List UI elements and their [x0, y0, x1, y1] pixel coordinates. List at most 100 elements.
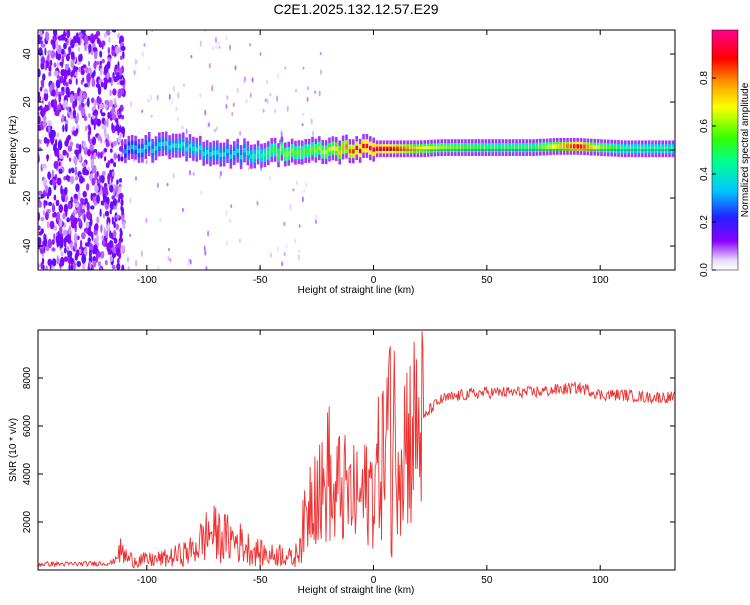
spectrogram-noise-cell — [45, 265, 49, 270]
spectrogram-speckle — [234, 65, 237, 71]
spectrogram-speckle — [175, 106, 178, 112]
spectrogram-noise-cell — [104, 100, 110, 105]
spectrogram-speckle — [276, 245, 279, 253]
spectrogram-speckle — [204, 109, 207, 116]
spectrogram-ridge-core — [147, 141, 151, 147]
spectrogram-noise-cell — [78, 66, 81, 73]
spectrogram-ridge-core — [671, 146, 675, 151]
snr-x-tick-label: 50 — [481, 575, 493, 586]
spectrogram-ridge-core — [216, 150, 219, 155]
spectrogram-speckle — [295, 89, 297, 93]
spectrogram-noise-cell — [41, 163, 47, 169]
spectrogram-noise-cell — [83, 83, 89, 88]
spectrogram-noise-cell — [43, 91, 49, 102]
spectrogram-ridge-core — [236, 148, 239, 153]
spectrogram-noise-cell — [75, 249, 80, 257]
spectrogram-noise-cell — [41, 78, 45, 89]
spectrogram-noise-cell — [111, 195, 115, 200]
spectrogram-speckle — [140, 250, 143, 258]
spectrogram-noise-cell — [91, 78, 96, 88]
spectrogram-ridge-core — [168, 145, 171, 150]
spectrogram-speckle — [189, 169, 191, 176]
spectrogram-ridge-core — [545, 144, 549, 149]
spectrogram-ridge-core — [590, 144, 593, 150]
spectrogram-noise-cell — [49, 84, 52, 94]
spectrogram-noise-cell — [43, 88, 49, 94]
spectrogram-noise-cell — [104, 79, 109, 84]
spectrogram-noise-cell — [89, 243, 94, 251]
spectrogram-noise-cell — [118, 146, 124, 152]
spectrogram-noise-cell — [115, 45, 120, 55]
spectrogram-noise-cell — [46, 192, 50, 200]
spectrogram-noise-cell — [63, 203, 69, 214]
spectrogram-noise-cell — [104, 210, 110, 217]
spectrogram-noise-cell — [95, 83, 101, 88]
spectrogram-ridge-core — [263, 152, 267, 158]
spectrogram-noise-cell — [94, 184, 99, 193]
spectrogram-speckle — [199, 40, 202, 48]
spectrogram-ridge-core — [603, 145, 607, 150]
spectrogram-noise-cell — [101, 124, 106, 130]
spectrogram-noise-cell — [100, 108, 103, 114]
spectrogram-speckle — [156, 182, 159, 189]
spectrogram-speckle — [315, 214, 318, 221]
spectrogram-ridge-core — [644, 146, 647, 151]
spectrogram-noise-cell — [65, 246, 70, 251]
spectrogram-noise-cell — [96, 118, 102, 127]
spectrogram-noise-cell — [52, 212, 56, 218]
spectrogram-ridge-core — [284, 152, 287, 157]
spectrogram-ridge-core — [630, 146, 634, 151]
spectrogram-ridge-core — [124, 149, 127, 154]
spectrogram-ridge-core — [195, 147, 199, 152]
spectrogram-ridge-core — [562, 144, 566, 149]
spectrogram-y-tick-label: 40 — [22, 48, 33, 60]
spectrogram-noise-cell — [85, 221, 90, 229]
spectrogram-ridge-core — [457, 145, 460, 150]
spectrogram-speckle — [225, 240, 228, 246]
spectrogram-noise-cell — [47, 238, 53, 249]
spectrogram-speckle — [218, 45, 221, 49]
spectrogram-noise-cell — [117, 136, 122, 143]
spectrogram-noise-cell — [93, 244, 98, 253]
spectrogram-noise-cell — [74, 71, 78, 77]
spectrogram-noise-cell — [96, 234, 99, 243]
spectrogram-noise-cell — [54, 98, 57, 108]
spectrogram-speckle — [181, 125, 184, 130]
spectrogram-noise-cell — [69, 106, 72, 112]
spectrogram-speckle — [301, 196, 304, 203]
spectrogram-ridge-core — [454, 145, 457, 150]
spectrogram-noise-cell — [78, 54, 83, 62]
spectrogram-ridge-core — [375, 146, 379, 151]
spectrogram-noise-cell — [115, 123, 120, 132]
spectrogram-noise-cell — [120, 156, 124, 162]
spectrogram-noise-cell — [101, 239, 106, 247]
spectrogram-noise-cell — [112, 88, 117, 96]
spectrogram-noise-cell — [82, 92, 87, 99]
spectrogram-noise-cell — [42, 97, 45, 106]
spectrogram-noise-cell — [52, 39, 56, 50]
spectrogram-noise-cell — [48, 124, 51, 133]
spectrogram-ridge-core — [229, 154, 233, 159]
spectrogram-noise-cell — [65, 64, 69, 71]
spectrogram-noise-cell — [109, 158, 114, 164]
spectrogram-speckle — [229, 218, 232, 223]
spectrogram-ridge-core — [620, 146, 624, 151]
spectrogram-noise-cell — [98, 175, 102, 184]
spectrogram-ridge-core — [413, 146, 416, 151]
spectrogram-noise-cell — [103, 227, 107, 237]
spectrogram-speckle — [306, 86, 309, 91]
spectrogram-speckle — [285, 243, 288, 249]
spectrogram-noise-cell — [69, 257, 75, 265]
spectrogram-noise-cell — [90, 192, 93, 201]
spectrogram-noise-cell — [69, 176, 75, 184]
spectrogram-noise-cell — [101, 235, 104, 240]
spectrogram-ridge-core — [212, 150, 216, 155]
spectrogram-noise-cell — [120, 126, 126, 136]
spectrogram-speckle — [211, 84, 214, 92]
spectrogram-ridge-core — [498, 145, 501, 150]
spectrogram-noise-cell — [99, 151, 103, 159]
spectrogram-speckle — [259, 52, 262, 56]
spectrogram-noise-cell — [119, 178, 122, 183]
spectrogram-noise-cell — [58, 226, 63, 235]
spectrogram-speckle — [156, 94, 159, 101]
